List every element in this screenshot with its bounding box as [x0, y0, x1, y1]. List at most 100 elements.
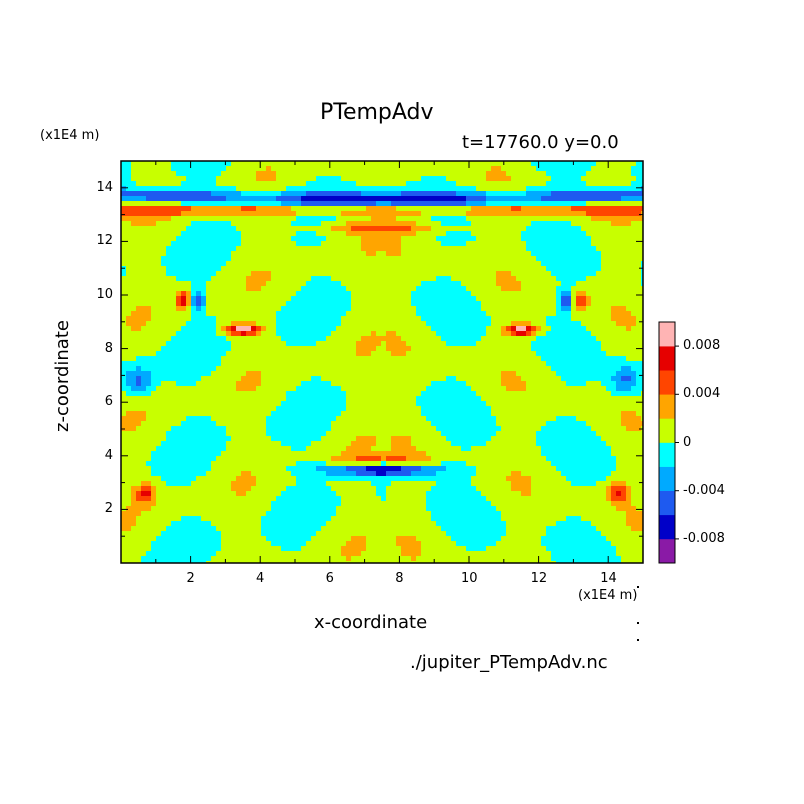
field-cell [126, 241, 132, 247]
field-cell [316, 511, 322, 517]
field-cell [261, 406, 267, 412]
field-cell [156, 246, 162, 252]
field-cell [276, 361, 282, 367]
field-cell [391, 431, 397, 437]
field-cell [216, 211, 222, 217]
field-cell [141, 371, 147, 377]
field-cell [396, 511, 402, 517]
field-cell [401, 396, 407, 402]
field-cell [131, 501, 137, 507]
field-cell [416, 231, 422, 237]
field-cell [146, 521, 152, 527]
field-cell [201, 361, 207, 367]
field-cell [156, 506, 162, 512]
field-cell [141, 481, 147, 487]
field-cell [376, 366, 382, 372]
field-cell [201, 556, 207, 562]
field-cell [276, 461, 282, 467]
field-cell [176, 391, 182, 397]
field-cell [311, 346, 317, 352]
field-cell [326, 486, 332, 492]
field-cell [216, 361, 222, 367]
field-cell [191, 331, 197, 337]
field-cell [146, 456, 152, 462]
field-cell [251, 411, 257, 417]
field-cell [336, 186, 342, 192]
field-cell [311, 196, 317, 202]
field-cell [151, 216, 157, 222]
field-cell [356, 521, 362, 527]
field-cell [231, 511, 237, 517]
field-cell [311, 531, 317, 537]
field-cell [251, 201, 257, 207]
field-cell [171, 471, 177, 477]
field-cell [206, 521, 212, 527]
field-cell [261, 276, 267, 282]
field-cell [231, 381, 237, 387]
field-cell [276, 411, 282, 417]
field-cell [271, 531, 277, 537]
field-cell [186, 226, 192, 232]
field-cell [166, 351, 172, 357]
field-cell [301, 241, 307, 247]
field-cell [216, 461, 222, 467]
field-cell [291, 331, 297, 337]
field-cell [401, 301, 407, 307]
field-cell [326, 321, 332, 327]
field-cell [336, 406, 342, 412]
field-cell [176, 556, 182, 562]
field-cell [231, 161, 237, 167]
field-cell [261, 531, 267, 537]
field-cell [386, 516, 392, 522]
field-cell [286, 406, 292, 412]
field-cell [311, 441, 317, 447]
field-cell [351, 506, 357, 512]
field-cell [211, 441, 217, 447]
field-cell [161, 521, 167, 527]
field-cell [346, 196, 352, 202]
field-cell [296, 286, 302, 292]
field-cell [231, 316, 237, 322]
field-cell [376, 271, 382, 277]
field-cell [121, 356, 127, 362]
field-cell [241, 341, 247, 347]
field-cell [416, 271, 422, 277]
field-cell [171, 546, 177, 552]
field-cell [171, 541, 177, 547]
field-cell [246, 296, 252, 302]
field-cell [261, 241, 267, 247]
field-cell [346, 276, 352, 282]
field-cell [266, 171, 272, 177]
field-cell [191, 436, 197, 442]
field-cell [276, 346, 282, 352]
field-cell [276, 226, 282, 232]
field-cell [126, 266, 132, 272]
field-cell [276, 281, 282, 287]
field-cell [161, 221, 167, 227]
field-cell [366, 376, 372, 382]
field-cell [291, 351, 297, 357]
field-cell [141, 511, 147, 517]
field-cell [311, 491, 317, 497]
field-cell [186, 451, 192, 457]
field-cell [416, 331, 422, 337]
field-cell [301, 491, 307, 497]
field-cell [321, 466, 327, 472]
field-cell [241, 456, 247, 462]
field-cell [346, 526, 352, 532]
field-cell [296, 311, 302, 317]
field-cell [226, 296, 232, 302]
field-cell [196, 266, 202, 272]
field-cell [271, 271, 277, 277]
field-cell [246, 536, 252, 542]
field-cell [366, 536, 372, 542]
field-cell [426, 291, 432, 297]
field-cell [386, 351, 392, 357]
field-cell [151, 221, 157, 227]
field-cell [196, 241, 202, 247]
field-cell [421, 416, 427, 422]
field-cell [351, 271, 357, 277]
field-cell [381, 551, 387, 557]
field-cell [331, 211, 337, 217]
field-cell [306, 406, 312, 412]
